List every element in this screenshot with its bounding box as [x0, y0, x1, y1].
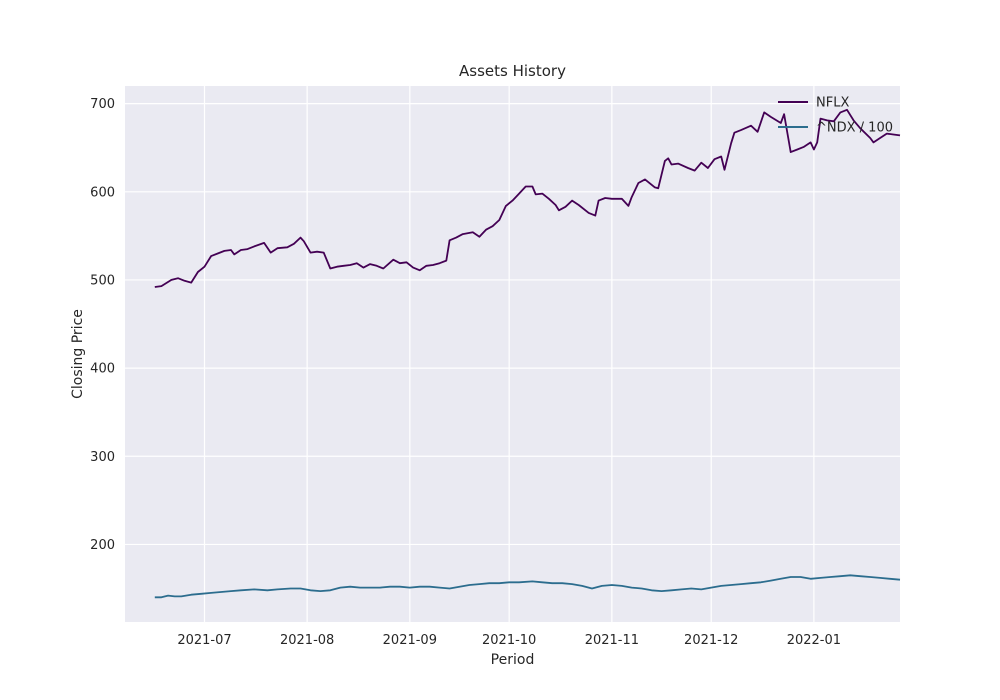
- legend-label-0: NFLX: [816, 96, 849, 111]
- y-tick-label: 500: [90, 273, 115, 288]
- y-tick-label: 200: [90, 538, 115, 553]
- y-axis-label: Closing Price: [70, 309, 86, 399]
- y-axis-ticks: 200 300 400 500 600 700: [90, 97, 115, 553]
- series-line-0: [154, 108, 901, 288]
- series-line-1: [154, 574, 901, 599]
- y-tick-label: 400: [90, 362, 115, 377]
- y-tick-label: 700: [90, 97, 115, 112]
- y-tick-label: 600: [90, 185, 115, 200]
- x-tick-label: 2021-12: [684, 633, 738, 648]
- x-tick-label: 2021-07: [177, 633, 231, 648]
- x-axis-ticks: 2021-07 2021-08 2021-09 2021-10 2021-11 2021-…: [177, 633, 841, 648]
- x-tick-label: 2021-11: [585, 633, 639, 648]
- x-tick-label: 2021-09: [383, 633, 437, 648]
- y-tick-label: 300: [90, 450, 115, 465]
- x-tick-label: 2022-01: [787, 633, 841, 648]
- grid: [125, 86, 900, 622]
- legend-label-1: ^NDX / 100: [816, 121, 893, 136]
- chart-title: Assets History: [459, 62, 566, 80]
- plot-area: [125, 86, 900, 622]
- series-layer: [154, 108, 901, 599]
- x-tick-label: 2021-08: [280, 633, 334, 648]
- x-tick-label: 2021-10: [482, 633, 536, 648]
- legend: NFLX ^NDX / 100: [778, 96, 893, 136]
- x-axis-label: Period: [491, 652, 535, 668]
